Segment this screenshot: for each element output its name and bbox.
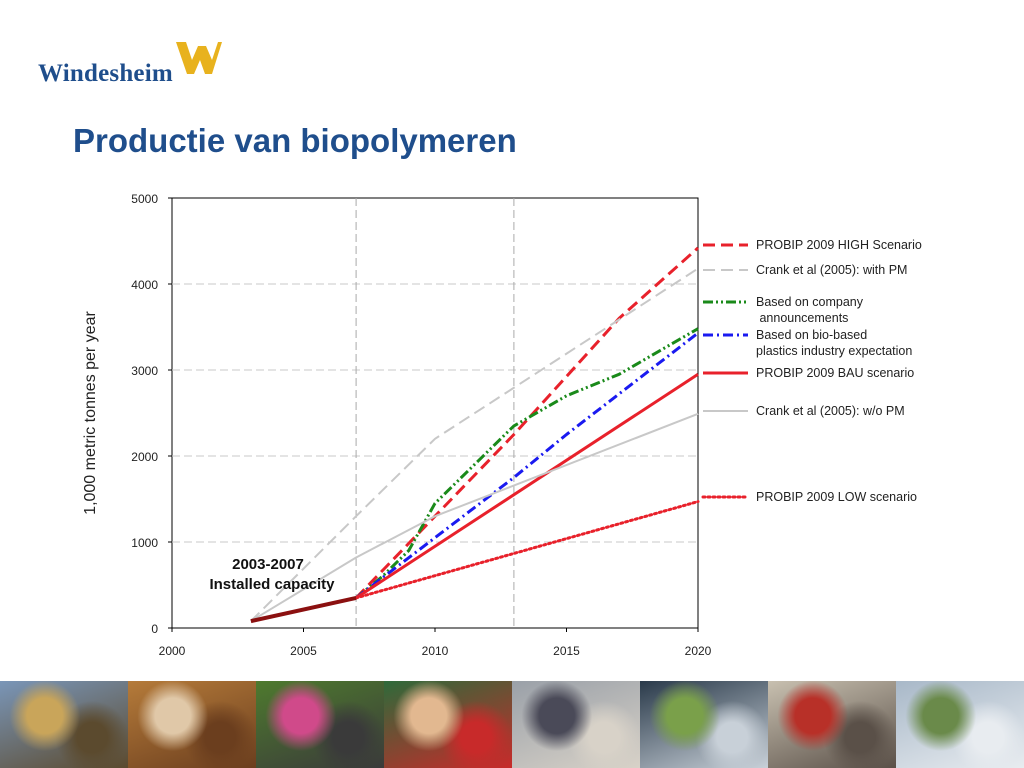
legend-label-3: plastics industry expectation	[756, 344, 912, 358]
y-tick-label: 2000	[131, 450, 158, 464]
y-tick-label: 5000	[131, 192, 158, 206]
series-line-5	[250, 412, 699, 622]
x-tick-label: 2020	[685, 644, 712, 658]
legend-label-0: PROBIP 2009 HIGH Scenario	[756, 238, 922, 252]
biopolymer-production-chart: 0 1000 2000 3000 4000 5000 2000 2005 2010 2015 202…	[82, 192, 922, 658]
legend-label-4: PROBIP 2009 BAU scenario	[756, 366, 914, 380]
x-tick-label: 2010	[422, 644, 449, 658]
legend-label-1: Crank et al (2005): with PM	[756, 263, 907, 277]
series-line-2	[355, 327, 699, 600]
windesheim-w-icon	[176, 42, 222, 74]
building-photo	[0, 681, 128, 768]
legend-label-2: announcements	[756, 311, 848, 325]
series-line-1	[250, 267, 699, 622]
y-tick-label: 3000	[131, 364, 158, 378]
y-tick-label: 1000	[131, 536, 158, 550]
lounge-photo	[768, 681, 896, 768]
legend-label-5: Crank et al (2005): w/o PM	[756, 404, 905, 418]
modern-building-photo	[896, 681, 1024, 768]
annotation-line2: Installed capacity	[209, 576, 335, 593]
y-tick-label: 0	[151, 622, 158, 636]
plot-area	[171, 197, 699, 629]
students-group-photo	[256, 681, 384, 768]
crowd-hall-photo	[512, 681, 640, 768]
series-line-3	[355, 331, 699, 600]
legend-label-6: PROBIP 2009 LOW scenario	[756, 490, 917, 504]
y-tick-label: 4000	[131, 278, 158, 292]
windesheim-logo[interactable]: Windesheim	[38, 38, 228, 90]
legend-label-3: Based on bio-based	[756, 328, 867, 342]
series-line-4	[355, 373, 699, 600]
staircase-photo	[640, 681, 768, 768]
installed-capacity-line	[250, 595, 357, 624]
slide-title: Productie van biopolymeren	[73, 122, 517, 159]
x-tick-label: 2000	[159, 644, 186, 658]
x-tick-label: 2015	[553, 644, 580, 658]
annotation-line1: 2003-2007	[232, 556, 304, 573]
laughing-student-photo	[384, 681, 512, 768]
series-line-6	[354, 500, 700, 600]
photo-strip	[0, 681, 1024, 768]
y-axis-label: 1,000 metric tonnes per year	[82, 311, 99, 515]
x-tick-label: 2005	[290, 644, 317, 658]
students-writing-photo	[128, 681, 256, 768]
logo-text: Windesheim	[38, 60, 173, 87]
series-line-0	[355, 246, 699, 599]
legend-label-2: Based on company	[756, 295, 864, 309]
